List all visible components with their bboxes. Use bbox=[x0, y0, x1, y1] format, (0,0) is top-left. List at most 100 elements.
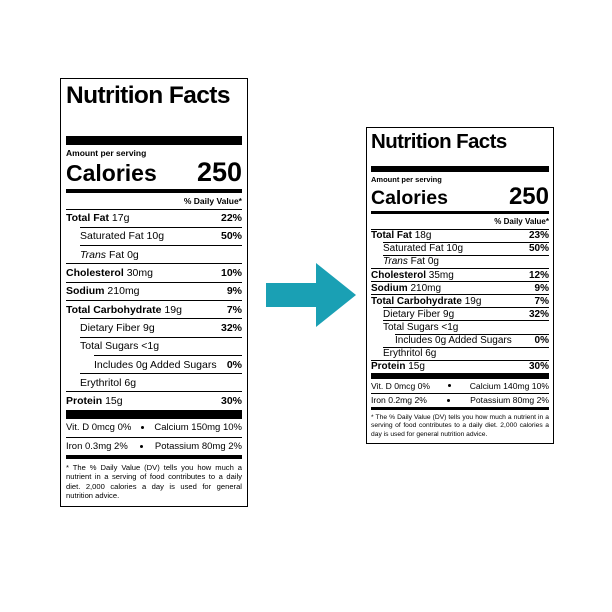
calories-label: Calories bbox=[66, 160, 157, 187]
nutrient-name: Fat bbox=[108, 248, 125, 261]
nutrient-row: Protein 15g 30% bbox=[66, 391, 242, 409]
nutrient-name-group: Sodium 210mg bbox=[371, 283, 441, 294]
footnote: * The % Daily Value (DV) tells you how m… bbox=[66, 462, 242, 501]
nutrient-amount: 17g bbox=[111, 212, 130, 225]
nutrient-name-group: Dietary Fiber 9g bbox=[80, 322, 155, 334]
nutrient-row: Includes 0g Added Sugars 0% bbox=[395, 333, 549, 347]
nutrient-dv: 9% bbox=[226, 285, 242, 298]
nutrient-dv: 50% bbox=[220, 230, 242, 243]
nutrient-name: Total Fat bbox=[371, 230, 412, 242]
nutrient-dv: 10% bbox=[220, 267, 242, 280]
nutrient-row: Saturated Fat 10g 50% bbox=[383, 241, 549, 255]
nutrient-row: Total Carbohydrate 19g 7% bbox=[66, 300, 242, 318]
nutrient-row: Total Fat 17g 22% bbox=[66, 208, 242, 227]
nutrient-amount: 0g bbox=[127, 248, 139, 261]
nutrient-amount: 6g bbox=[425, 348, 437, 360]
thick-rule bbox=[66, 136, 242, 146]
nutrient-dv: 7% bbox=[534, 295, 549, 307]
calories-row: Calories 250 bbox=[371, 182, 549, 210]
nutrient-dv: 32% bbox=[220, 321, 242, 334]
nutrient-row: Dietary Fiber 9g 32% bbox=[383, 307, 549, 320]
nutrient-name-group: Erythritol 6g bbox=[80, 377, 136, 389]
daily-value-header: % Daily Value* bbox=[183, 195, 242, 206]
nutrient-name-group: Total Fat 17g bbox=[66, 212, 129, 224]
calories-value: 250 bbox=[196, 157, 242, 188]
nutrient-amount: 30mg bbox=[126, 267, 153, 280]
label-title: Nutrition Facts bbox=[371, 130, 507, 153]
medium-rule bbox=[371, 406, 549, 410]
nutrient-name-italic: Trans bbox=[383, 256, 408, 268]
micronutrient: Vit. D 0mcg 0% bbox=[66, 422, 132, 434]
medium-rule bbox=[371, 210, 549, 214]
arrow-shape bbox=[266, 263, 356, 327]
micronutrient-row: Vit. D 0mcg 0% Calcium 150mg 10% bbox=[66, 419, 242, 437]
micronutrient: Iron 0.2mg 2% bbox=[371, 395, 427, 406]
nutrient-name: Total Fat bbox=[66, 212, 109, 225]
nutrient-name: Total Carbohydrate bbox=[371, 295, 462, 307]
nutrient-name: Sodium bbox=[66, 285, 105, 298]
nutrient-row: Erythritol 6g bbox=[383, 346, 549, 360]
nutrient-name-group: Total Sugars <1g bbox=[383, 322, 458, 333]
nutrient-name: Cholesterol bbox=[371, 269, 427, 281]
nutrient-dv: 12% bbox=[528, 269, 549, 281]
nutrient-amount: 0g bbox=[427, 256, 439, 268]
nutrient-row: Total Sugars <1g bbox=[80, 336, 242, 355]
nutrient-amount: 15g bbox=[408, 361, 425, 373]
nutrient-amount: 19g bbox=[464, 295, 482, 307]
nutrient-row: Protein 15g 30% bbox=[371, 359, 549, 373]
nutrient-row: Sodium 210mg 9% bbox=[66, 281, 242, 300]
nutrient-name: Protein bbox=[371, 361, 406, 373]
nutrient-dv: 0% bbox=[534, 335, 549, 347]
nutrient-name: Dietary Fiber bbox=[80, 321, 141, 334]
amount-per-serving: Amount per serving bbox=[371, 174, 442, 184]
nutrient-name-group: Erythritol 6g bbox=[383, 348, 436, 359]
nutrient-row: Cholesterol 30mg 10% bbox=[66, 263, 242, 281]
nutrient-name: Total Sugars bbox=[383, 321, 439, 333]
nutrient-name-group: Total Fat 18g bbox=[371, 230, 431, 241]
label-title: Nutrition Facts bbox=[66, 82, 230, 109]
footnote: * The % Daily Value (DV) tells you how m… bbox=[371, 413, 549, 438]
nutrient-name-group: Sodium 210mg bbox=[66, 285, 140, 297]
nutrient-name-group: Trans Fat 0g bbox=[80, 249, 139, 261]
nutrient-row: Dietary Fiber 9g 32% bbox=[80, 318, 242, 336]
nutrient-name-group: Total Sugars <1g bbox=[80, 340, 159, 352]
micronutrient-row: Iron 0.3mg 2% Potassium 80mg 2% bbox=[66, 436, 242, 455]
nutrition-label: Nutrition Facts Amount per serving Calorie… bbox=[60, 78, 248, 507]
nutrient-name: Saturated Fat bbox=[80, 230, 144, 243]
nutrient-name-group: Includes 0g Added Sugars bbox=[395, 335, 512, 346]
nutrient-row: Total Sugars <1g bbox=[383, 320, 549, 333]
nutrient-dv: 22% bbox=[220, 212, 242, 225]
nutrient-dv: 7% bbox=[226, 303, 242, 316]
nutrient-dv: 23% bbox=[528, 230, 549, 242]
nutrient-name: Fat bbox=[410, 256, 426, 268]
nutrient-name-group: Saturated Fat 10g bbox=[80, 230, 164, 242]
calories-value: 250 bbox=[508, 182, 549, 210]
nutrient-name-group: Protein 15g bbox=[66, 395, 123, 407]
nutrient-name: Cholesterol bbox=[66, 267, 124, 280]
nutrient-name-group: Saturated Fat 10g bbox=[383, 243, 463, 254]
nutrient-dv: 30% bbox=[528, 361, 549, 373]
bullet bbox=[141, 426, 145, 430]
nutrient-name-group: Trans Fat 0g bbox=[383, 256, 439, 267]
calories-row: Calories 250 bbox=[66, 157, 242, 188]
thick-rule bbox=[371, 372, 549, 379]
micronutrient: Iron 0.3mg 2% bbox=[66, 440, 128, 452]
nutrient-row: Total Fat 18g 23% bbox=[371, 228, 549, 242]
nutrient-name: Erythritol bbox=[383, 348, 423, 360]
nutrient-name-group: Total Carbohydrate 19g bbox=[371, 296, 481, 307]
nutrient-name-group: Dietary Fiber 9g bbox=[383, 309, 454, 320]
nutrient-amount: 9g bbox=[443, 308, 455, 320]
nutrient-row: Trans Fat 0g bbox=[80, 245, 242, 263]
medium-rule bbox=[66, 454, 242, 459]
nutrient-amount: 18g bbox=[414, 230, 432, 242]
bullet bbox=[447, 398, 451, 402]
nutrient-amount: 210mg bbox=[107, 285, 140, 298]
nutrient-row: Cholesterol 35mg 12% bbox=[371, 268, 549, 281]
daily-value-header: % Daily Value* bbox=[494, 216, 549, 226]
thick-rule bbox=[66, 409, 242, 419]
micronutrient: Calcium 140mg 10% bbox=[469, 380, 549, 391]
nutrient-row: Total Carbohydrate 19g 7% bbox=[371, 294, 549, 307]
nutrient-name-group: Cholesterol 30mg bbox=[66, 267, 153, 279]
nutrient-amount: <1g bbox=[441, 321, 459, 333]
